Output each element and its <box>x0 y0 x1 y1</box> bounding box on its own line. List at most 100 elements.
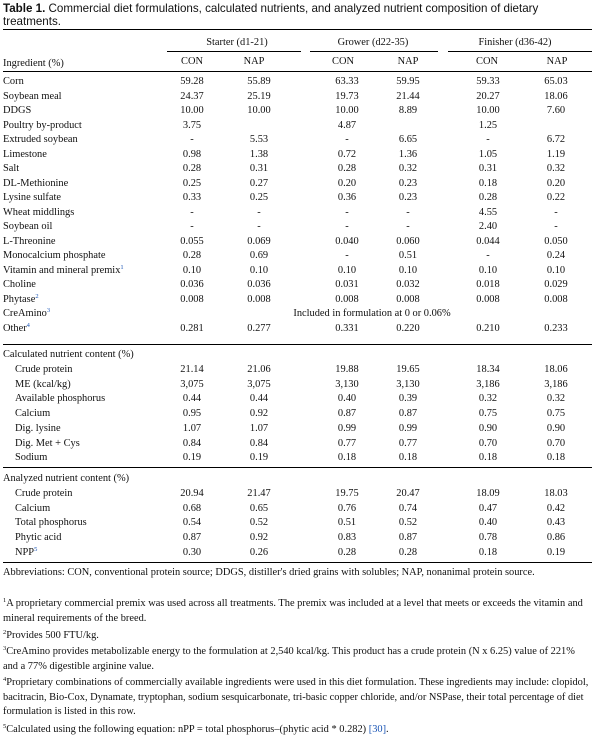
table-cell: 0.65 <box>249 502 269 514</box>
table-bottom-rule <box>3 562 592 563</box>
table-cell: 0.47 <box>478 502 498 514</box>
row-label: Phytase2 <box>3 292 39 305</box>
table-cell: - <box>345 134 349 145</box>
table-cell: 1.07 <box>249 422 269 434</box>
subcolumn-header: CON <box>476 56 498 67</box>
table-cell: 0.19 <box>182 452 202 464</box>
footnote-marker: 4 <box>26 321 30 329</box>
group-rule <box>167 51 301 52</box>
table-cell: 0.87 <box>182 532 202 544</box>
table-cell: 0.40 <box>337 393 357 405</box>
footnote-1: 1A proprietary commercial premix was use… <box>3 597 583 624</box>
table-cell: 0.84 <box>249 437 269 449</box>
table-cell: 0.28 <box>398 546 418 558</box>
table-cell: 0.32 <box>546 393 566 405</box>
table-cell: - <box>345 221 349 232</box>
table-cell: 0.22 <box>546 192 566 203</box>
row-label: Lysine sulfate <box>3 192 62 203</box>
table-cell: 20.47 <box>396 488 420 499</box>
table-cell: 21.44 <box>396 90 420 102</box>
row-label: Corn <box>3 76 24 87</box>
table-cell: 0.92 <box>249 532 269 544</box>
subcolumn-header: CON <box>332 56 354 67</box>
group-header: Grower (d22-35) <box>337 37 409 48</box>
table-cell: 0.10 <box>337 264 357 276</box>
table-cell: 0.25 <box>182 177 202 189</box>
row-label: Other4 <box>3 321 30 334</box>
table-cell: 0.86 <box>546 532 566 544</box>
footnote-5-ref[interactable]: [30] <box>368 724 387 735</box>
table-cell: 24.37 <box>180 90 204 102</box>
table-cell: 0.008 <box>180 293 204 305</box>
table-cell: 0.055 <box>180 235 204 247</box>
row-label: L-Threonine <box>3 235 56 247</box>
table-cell: 0.20 <box>546 177 566 189</box>
table-top-rule <box>3 29 592 31</box>
spanning-cell: Included in formulation at 0 or 0.06% <box>293 308 451 319</box>
footnote-3: 3CreAmino provides metabolizable energy … <box>3 645 575 672</box>
subcolumn-header: NAP <box>243 56 265 67</box>
table-cell: 0.18 <box>337 452 357 464</box>
table-cell: 21.06 <box>247 364 271 375</box>
table-cell: 18.09 <box>476 488 500 499</box>
table-cell: 59.33 <box>476 76 500 87</box>
table-cell: - <box>406 206 410 218</box>
table-cell: 0.32 <box>478 393 498 405</box>
table-cell: - <box>257 221 261 232</box>
table-cell: 0.19 <box>249 452 269 464</box>
table-cell: 0.84 <box>182 437 202 449</box>
footnote-marker: 2 <box>35 292 39 300</box>
row-label: Phytic acid <box>15 532 62 544</box>
table-cell: 0.74 <box>398 502 418 514</box>
footnote-marker: 3 <box>46 307 51 314</box>
table-cell: 19.88 <box>335 364 359 375</box>
subcolumn-header: NAP <box>546 56 568 67</box>
table-cell: 25.19 <box>247 90 271 102</box>
table-cell: 0.277 <box>247 322 271 334</box>
table-cell: 10.00 <box>247 105 271 116</box>
table-cell: 19.65 <box>396 364 420 375</box>
row-label: Poultry by-product <box>3 119 82 131</box>
table-cell: 5.53 <box>249 134 269 145</box>
footnote-2: 2Provides 500 FTU/kg. <box>3 629 99 641</box>
table-cell: - <box>406 221 410 232</box>
group-rule <box>448 51 592 52</box>
row-label: ME (kcal/kg) <box>15 378 71 390</box>
table-cell: - <box>190 206 194 218</box>
section-rule <box>3 467 592 468</box>
table-cell: 0.77 <box>398 437 418 449</box>
table-cell: 1.36 <box>398 148 418 160</box>
table-cell: 0.27 <box>249 177 269 189</box>
row-label: Limestone <box>3 148 47 160</box>
subcolumn-header: NAP <box>397 56 419 67</box>
table-cell: 0.31 <box>249 163 269 174</box>
table-cell: 8.89 <box>398 105 418 116</box>
row-label: Choline <box>3 279 36 290</box>
table-cell: 3,130 <box>396 378 420 390</box>
table-cell: 7.60 <box>546 105 566 116</box>
table-cell: 0.95 <box>182 408 202 420</box>
table-cell: 0.10 <box>478 264 498 276</box>
footnote-5-text: Calculated using the following equation:… <box>6 724 367 735</box>
table-cell: 0.24 <box>546 250 566 261</box>
group-rule <box>310 51 438 52</box>
table-cell: - <box>486 250 490 261</box>
table-cell: 59.28 <box>180 76 204 87</box>
table-cell: 0.33 <box>182 192 202 203</box>
table-cell: 59.95 <box>396 76 420 87</box>
table-cell: 0.10 <box>398 264 418 276</box>
table-cell: 0.32 <box>546 163 566 174</box>
table-cell: 0.75 <box>478 408 498 420</box>
table-cell: 0.040 <box>335 235 359 247</box>
row-label: NPP5 <box>15 545 38 558</box>
table-cell: 0.008 <box>476 293 500 305</box>
table-cell: 0.99 <box>398 422 418 434</box>
table-cell: 0.76 <box>337 502 357 514</box>
table-cell: 0.77 <box>337 437 357 449</box>
table-cell: 0.26 <box>249 546 269 558</box>
row-label: Crude protein <box>15 364 73 375</box>
table-cell: 0.51 <box>337 517 357 529</box>
table-cell: 0.008 <box>544 293 568 305</box>
table-cell: 0.78 <box>478 532 498 544</box>
footnote-1-text: A proprietary commercial premix was used… <box>3 598 583 624</box>
